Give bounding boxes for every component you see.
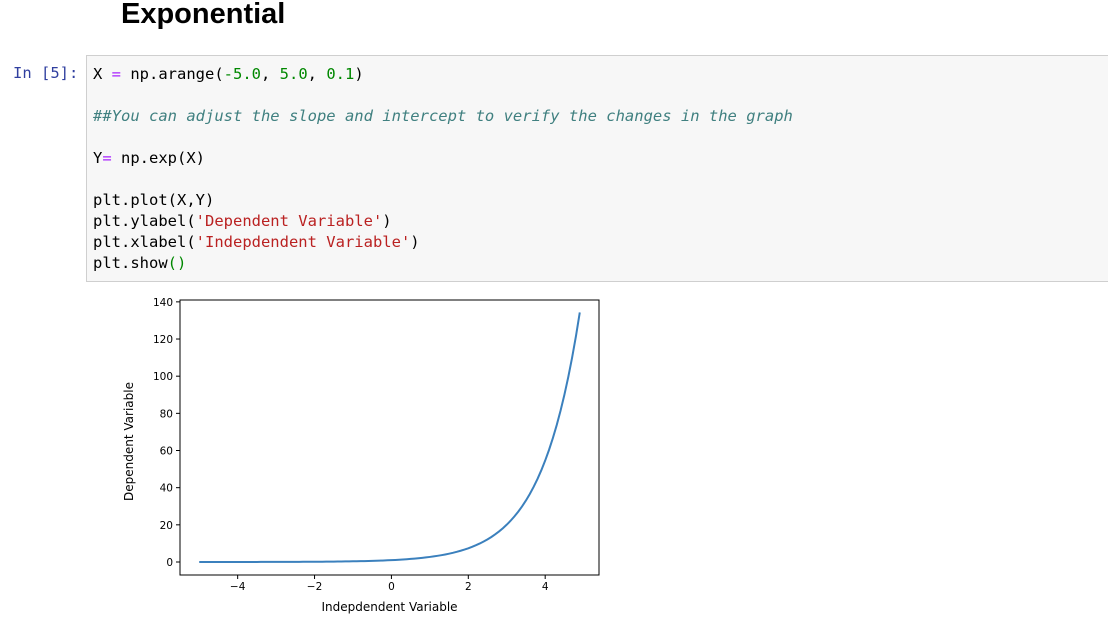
code-line: Y= np.exp(X)	[93, 148, 793, 169]
plot-frame	[179, 299, 600, 576]
code-token: 'Dependent Variable'	[195, 212, 383, 230]
code-editor[interactable]: X = np.arange(-5.0, 5.0, 0.1) ##You can …	[93, 64, 793, 274]
x-tick-label: −4	[230, 581, 246, 593]
code-line: X = np.arange(-5.0, 5.0, 0.1)	[93, 64, 793, 85]
y-tick-label: 100	[153, 371, 173, 383]
cell-output: 0 20 40 60 80 100 120 140 −4 −2 0 2 4 Indepdendent Va…	[86, 290, 626, 620]
code-token: plt.show	[93, 254, 168, 272]
code-token: 'Indepdendent Variable'	[195, 233, 411, 251]
code-token: -5.0	[223, 65, 261, 83]
code-line: plt.ylabel('Dependent Variable')	[93, 211, 793, 232]
code-token: ()	[167, 254, 187, 272]
code-token: ,	[307, 65, 327, 83]
code-token: plt.xlabel(	[93, 233, 196, 251]
y-tick-label: 140	[153, 297, 173, 309]
series-line	[199, 312, 581, 563]
code-token: ,	[261, 65, 280, 83]
code-line	[93, 85, 793, 106]
code-token: )	[354, 65, 364, 83]
y-tick-label: 0	[166, 557, 173, 569]
code-token: =	[111, 65, 122, 83]
code-token: =	[102, 149, 112, 167]
code-token: np.exp(X)	[111, 149, 206, 167]
code-token: 0.1	[326, 65, 355, 83]
code-token: 5.0	[279, 65, 308, 83]
code-token: Y	[93, 149, 103, 167]
code-line	[93, 169, 793, 190]
code-line: plt.show()	[93, 253, 793, 274]
code-token: ##You can adjust the slope and intercept…	[93, 107, 793, 125]
code-line: plt.xlabel('Indepdendent Variable')	[93, 232, 793, 253]
code-token: np.arange(	[121, 65, 224, 83]
y-axis-label: Dependent Variable	[122, 382, 136, 501]
exponential-chart: 0 20 40 60 80 100 120 140 −4 −2 0 2 4 Indepdendent Va…	[122, 297, 600, 614]
cell-prompt: In [5]:	[13, 64, 79, 82]
code-token: plt.plot(X,Y)	[93, 191, 215, 209]
code-token: X	[93, 65, 112, 83]
y-tick-label: 60	[160, 446, 173, 458]
y-tick-label: 120	[153, 334, 173, 346]
code-line: plt.plot(X,Y)	[93, 190, 793, 211]
code-line: ##You can adjust the slope and intercept…	[93, 106, 793, 127]
code-token: plt.ylabel(	[93, 212, 196, 230]
y-tick-label: 40	[160, 483, 173, 495]
y-tick-label: 20	[160, 520, 173, 532]
y-tick-label: 80	[160, 408, 173, 420]
x-tick-label: 0	[388, 581, 395, 593]
section-heading: Exponential	[121, 0, 286, 30]
x-tick-label: 2	[465, 581, 472, 593]
code-cell[interactable]: X = np.arange(-5.0, 5.0, 0.1) ##You can …	[86, 55, 1108, 282]
code-line	[93, 127, 793, 148]
x-tick-label: −2	[307, 581, 322, 593]
x-tick-label: 4	[542, 581, 549, 593]
code-token: )	[410, 233, 420, 251]
code-token: )	[382, 212, 392, 230]
x-axis-label: Indepdendent Variable	[321, 600, 457, 614]
